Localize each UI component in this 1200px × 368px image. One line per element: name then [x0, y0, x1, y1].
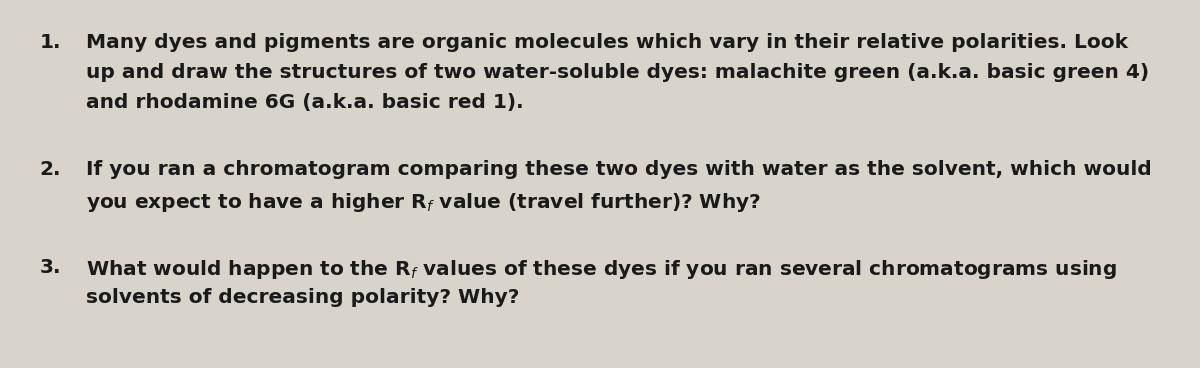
- Text: 1.: 1.: [40, 33, 61, 52]
- Text: Many dyes and pigments are organic molecules which vary in their relative polari: Many dyes and pigments are organic molec…: [86, 33, 1128, 52]
- Text: 3.: 3.: [40, 258, 61, 277]
- Text: up and draw the structures of two water-soluble dyes: malachite green (a.k.a. ba: up and draw the structures of two water-…: [86, 63, 1150, 82]
- Text: If you ran a chromatogram comparing these two dyes with water as the solvent, wh: If you ran a chromatogram comparing thes…: [86, 160, 1152, 180]
- Text: solvents of decreasing polarity? Why?: solvents of decreasing polarity? Why?: [86, 288, 520, 307]
- Text: What would happen to the R$_f$ values of these dyes if you ran several chromatog: What would happen to the R$_f$ values of…: [86, 258, 1117, 280]
- Text: 2.: 2.: [40, 160, 61, 180]
- Text: and rhodamine 6G (a.k.a. basic red 1).: and rhodamine 6G (a.k.a. basic red 1).: [86, 93, 524, 113]
- Text: you expect to have a higher R$_f$ value (travel further)? Why?: you expect to have a higher R$_f$ value …: [86, 191, 761, 213]
